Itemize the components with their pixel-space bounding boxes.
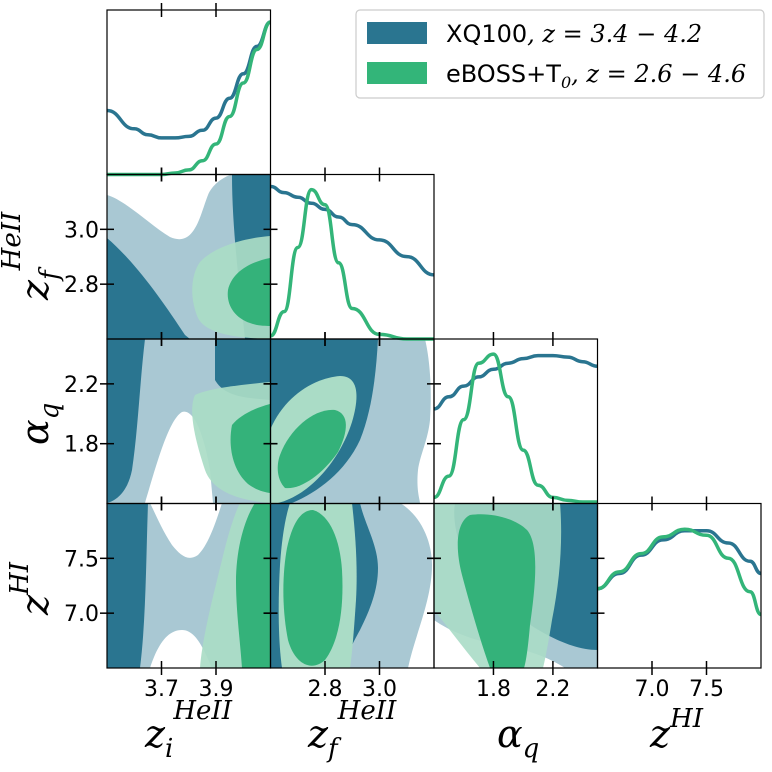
- legend-label-xq100: XQ100, z = 3.4 − 4.2: [446, 20, 702, 48]
- y-tick-label: 3.0: [64, 218, 99, 243]
- panel-zhi-vs-zf: [270, 503, 432, 668]
- y-tick-label: 2.8: [64, 273, 99, 298]
- panel-zhi-vs-alphaq: [434, 503, 598, 668]
- x-axis-label-zi: ziHeII: [144, 696, 233, 764]
- panel-zf-vs-zi: [107, 175, 270, 339]
- eboss-inner-contour: [277, 409, 346, 489]
- x-tick-label: 2.2: [535, 677, 570, 702]
- legend-swatch-eboss: [367, 62, 427, 84]
- marginal-eboss-param-1: [269, 187, 434, 341]
- marginal-xq100-param-0: [106, 20, 272, 140]
- eboss-inner-contour: [227, 258, 270, 326]
- y-axis-label-alphaq: αq: [13, 403, 65, 445]
- x-tick-label: 7.0: [635, 677, 670, 702]
- marginal-eboss-param-3: [597, 527, 762, 617]
- panel-alphaq-vs-zi: [107, 339, 270, 503]
- xq100-inner-contour: [107, 339, 145, 503]
- y-axis-label-zhi: zHI: [5, 561, 57, 616]
- white-gap: [150, 630, 212, 668]
- marginal-eboss-param-2: [433, 352, 598, 504]
- eboss-inner-contour: [283, 510, 343, 666]
- y-axis-label-zf: zfHeII: [0, 211, 65, 301]
- tick-labels: 3.7 3.9 2.8 3.0 1.8 2.2 7.0 7.5 2.8 3.0 1.8 2.2 7.0 7…: [64, 218, 724, 702]
- x-tick-label: 7.5: [689, 677, 724, 702]
- x-tick-label: 3.7: [144, 677, 179, 702]
- xq100-inner-contour: [107, 503, 148, 668]
- marginal-xq100-param-2: [433, 353, 598, 411]
- x-tick-label: 3.9: [199, 677, 234, 702]
- legend: XQ100, z = 3.4 − 4.2 eBOSS+T0, z = 2.6 −…: [355, 9, 765, 99]
- eboss-inner-contour: [236, 503, 270, 668]
- panel-frame-3-3: [596, 502, 762, 669]
- y-tick-label: 7.5: [64, 547, 99, 572]
- x-tick-label: 2.8: [308, 677, 343, 702]
- x-axis-label-zf: zfHeII: [307, 696, 397, 764]
- legend-label-eboss: eBOSS+T0, z = 2.6 − 4.6: [446, 60, 746, 92]
- xq100-inner-contour: [107, 238, 190, 339]
- eboss-inner-contour: [457, 514, 536, 668]
- x-tick-label: 3.0: [362, 677, 397, 702]
- eboss-inner-contour: [230, 404, 270, 493]
- x-axis-label-alphaq: αq: [497, 712, 539, 764]
- y-tick-label: 1.8: [64, 433, 99, 458]
- white-gap: [150, 503, 222, 558]
- marginal-eboss-param-0: [107, 20, 272, 177]
- marginal-xq100-param-1: [270, 184, 435, 277]
- marginal-xq100-param-3: [597, 529, 762, 591]
- x-axis-labels: ziHeII zfHeII αq zHI: [144, 696, 704, 764]
- tick-marks: [100, 3, 708, 675]
- x-tick-label: 1.8: [476, 677, 511, 702]
- y-tick-label: 7.0: [64, 602, 99, 627]
- panel-frames: [106, 9, 762, 669]
- x-axis-label-zhi: zHI: [649, 704, 704, 756]
- y-axis-labels: zfHeII αq zHI: [0, 211, 65, 616]
- y-tick-label: 2.2: [64, 373, 99, 398]
- legend-frame: [355, 9, 765, 99]
- legend-swatch-xq100: [367, 22, 427, 44]
- panel-alphaq-vs-zf: [270, 339, 431, 503]
- panel-zhi-vs-zi: [107, 503, 270, 668]
- panel-frame-0-0: [106, 9, 272, 176]
